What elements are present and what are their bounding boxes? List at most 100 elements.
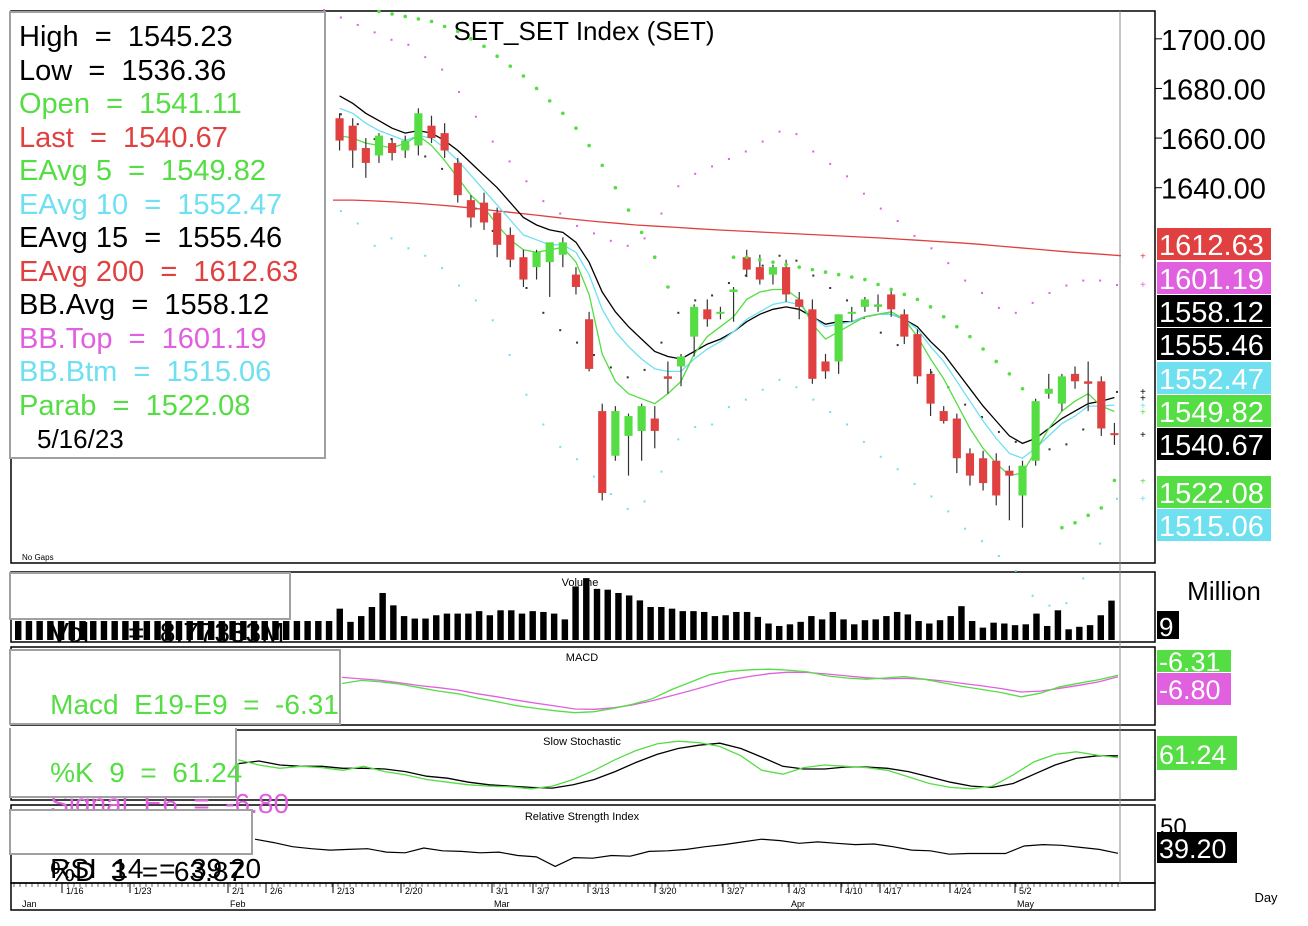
candle-body (676, 356, 686, 367)
volume-bar (743, 611, 751, 640)
candle-body (979, 458, 988, 484)
candle-body (506, 234, 515, 260)
legend-equals: = (128, 222, 178, 254)
parab-dot (1086, 513, 1090, 518)
bb-top-line-dot (542, 200, 545, 203)
candle-body (926, 373, 935, 404)
volume-bar (529, 611, 536, 640)
bb-avg-dot (795, 259, 798, 262)
bb-bottom-line-dot (727, 406, 730, 409)
parab-dot (928, 305, 933, 309)
value-tag-0: 1612.63 (1159, 230, 1264, 262)
candle-body (479, 202, 489, 223)
parabolic-sar (377, 9, 1117, 530)
parab-dot (666, 285, 670, 289)
legend-label: BB.Top (19, 322, 113, 355)
volume-bar (36, 621, 43, 640)
volume-bar (1001, 623, 1008, 640)
no-gaps-label: No Gaps (22, 553, 54, 562)
bb-bottom-line-dot (1014, 569, 1017, 572)
volume-bar (668, 608, 676, 640)
bb-top-line-dot (1116, 284, 1118, 287)
volume-bar (143, 621, 151, 640)
volume-bar (368, 607, 376, 640)
candle-body (1057, 376, 1066, 404)
parab-dot (561, 111, 565, 116)
bb-bottom-line-dot (542, 423, 545, 426)
bb-avg-dot (576, 341, 579, 344)
k-legend-label: %K 9 (50, 757, 125, 788)
bb-top-line-dot (862, 192, 865, 195)
bb-top-line-dot (576, 224, 579, 227)
candle (1070, 366, 1080, 389)
candle (1097, 376, 1106, 436)
bb-top-line-dot (1014, 311, 1017, 314)
parab-dot (915, 297, 920, 302)
legend-value: 1522.08 (145, 389, 251, 422)
price-axis: 1700.00 1680.00 1660.00 1640.00 (1155, 25, 1266, 206)
volume-bar (958, 606, 965, 640)
value-tag-marker-6: + (1140, 430, 1146, 441)
date-tick-label-1: 1/23 (134, 886, 152, 896)
candle (768, 264, 778, 285)
value-tag-bg-0 (1157, 228, 1271, 260)
legend-value: 1601.19 (161, 322, 267, 355)
legend-row: EAvg 200 = 1612.63 (19, 256, 324, 290)
parab-dot (1073, 520, 1077, 525)
date-tick-label-7: 3/7 (537, 886, 550, 896)
candle-body (952, 418, 961, 459)
value-tag-marker-4: + (1140, 401, 1146, 412)
candle (808, 299, 817, 384)
value-tag-marker-3: + (1140, 394, 1146, 405)
bb-avg-dot (846, 299, 849, 302)
volume-bar (550, 613, 558, 640)
legend-equals: = (73, 121, 123, 154)
bb-top-line-dot (559, 212, 562, 215)
candle-body (873, 304, 883, 307)
bb-top-line-dot (981, 291, 984, 294)
candle-body (335, 118, 344, 141)
bb-bottom-line-dot (829, 411, 832, 414)
parab-dot (534, 86, 539, 91)
parab-dot (836, 272, 841, 277)
candle-body (808, 309, 817, 379)
volume-bar (1033, 613, 1040, 640)
candle-body (650, 418, 659, 431)
candle (1031, 398, 1040, 466)
volume-bar (165, 621, 172, 640)
d-line (237, 742, 1118, 789)
rsi-line (254, 838, 1119, 868)
bb-avg-dot (592, 354, 595, 357)
volume-bar (851, 624, 858, 640)
date-tick-label-6: 3/1 (496, 886, 509, 896)
parab-dot (1112, 478, 1117, 483)
candle-body (782, 267, 791, 295)
volume-bar (797, 621, 804, 640)
macd-tag-bg (1157, 650, 1231, 672)
bb-avg-dot (373, 138, 376, 141)
bb-bottom-line-dot (947, 510, 950, 513)
parab-dot (784, 262, 788, 267)
bb-bottom-line-dot (1082, 577, 1085, 580)
legend-value: 1558.12 (164, 289, 270, 321)
legend-label: Open (19, 88, 90, 120)
candle-body (1031, 401, 1040, 461)
volume-bar (690, 611, 697, 640)
price-legend: High = 1545.23 Low = 1536.36 Open = 1541.1… (9, 11, 326, 459)
volume-bar (497, 610, 504, 640)
candle-body (729, 289, 738, 292)
candle-body (361, 148, 370, 163)
bb-avg-dot (812, 274, 815, 277)
parab-dot (810, 267, 815, 272)
candle-body (1070, 373, 1080, 382)
legend-value: 1545.23 (127, 21, 233, 53)
bb-top-line-dot (1065, 284, 1068, 287)
bb-avg-dot (390, 138, 393, 141)
volume-bar (540, 611, 547, 640)
bb-bottom-line-dot (474, 299, 477, 302)
volume-bar (443, 613, 451, 640)
candle-body (388, 143, 397, 153)
candle (388, 138, 397, 161)
parab-dot (521, 74, 526, 78)
date-tick-label-5: 2/20 (405, 886, 423, 896)
